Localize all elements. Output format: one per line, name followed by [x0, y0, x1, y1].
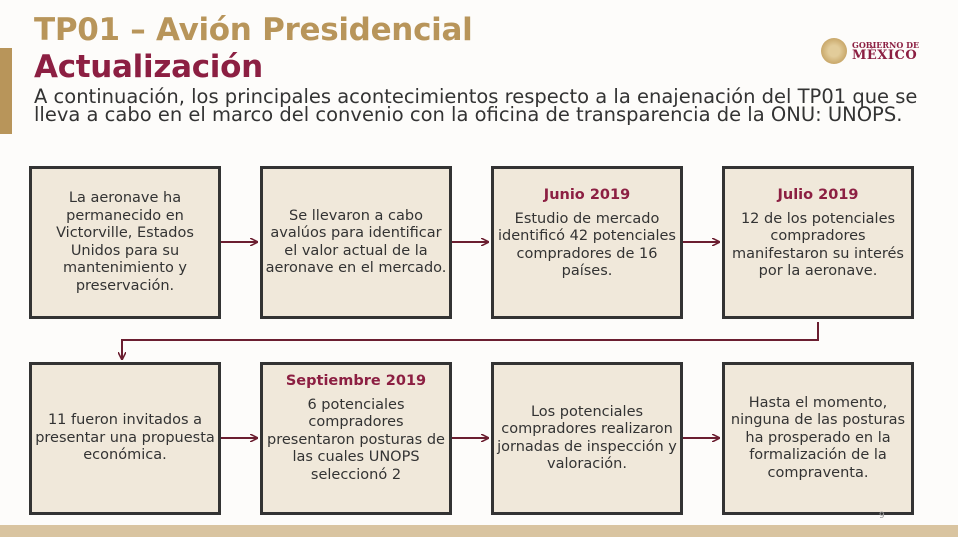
step-text: Se llevaron a cabo avalúos para identifi…	[265, 207, 447, 277]
step-box: 11 fueron invitados a presentar una prop…	[29, 362, 221, 515]
step-date: Julio 2019	[777, 187, 859, 203]
gobierno-logo: GOBIERNO DE MÉXICO	[821, 38, 919, 64]
step-box: Los potenciales compradores realizaron j…	[491, 362, 683, 515]
step-box: La aeronave ha permanecido en Victorvill…	[29, 166, 221, 319]
logo-line2: MÉXICO	[852, 47, 918, 63]
logo-line1: GOBIERNO DE	[852, 39, 920, 50]
step-date: Junio 2019	[543, 187, 631, 203]
intro-text: A continuación, los principales aconteci…	[34, 85, 918, 126]
slide-subtitle: Actualización	[34, 49, 263, 85]
step-date: Septiembre 2019	[285, 373, 427, 389]
step-text: Hasta el momento, ninguna de las postura…	[730, 394, 906, 481]
slide-title: TP01 – Avión Presidencial	[34, 12, 473, 48]
national-seal-icon	[821, 38, 847, 64]
step-text: La aeronave ha permanecido en Victorvill…	[56, 190, 194, 294]
step-box: Julio 2019 12 de los potenciales comprad…	[722, 166, 914, 319]
step-box: Junio 2019 Estudio de mercado identificó…	[491, 166, 683, 319]
footer-band	[0, 525, 958, 537]
step-box: Se llevaron a cabo avalúos para identifi…	[260, 166, 452, 319]
arrow-4-5	[122, 322, 819, 359]
page-number: 9	[879, 511, 885, 521]
step-box: Septiembre 2019 6 potenciales compradore…	[260, 362, 452, 515]
step-text: Estudio de mercado identificó 42 potenci…	[498, 210, 676, 280]
step-text: Los potenciales compradores realizaron j…	[497, 403, 677, 473]
step-text: 11 fueron invitados a presentar una prop…	[35, 412, 215, 464]
step-text: 6 potenciales compradores presentaron po…	[267, 396, 445, 483]
step-box: Hasta el momento, ninguna de las postura…	[722, 362, 914, 515]
step-text: 12 de los potenciales compradores manife…	[732, 210, 904, 280]
accent-bar	[0, 48, 12, 134]
